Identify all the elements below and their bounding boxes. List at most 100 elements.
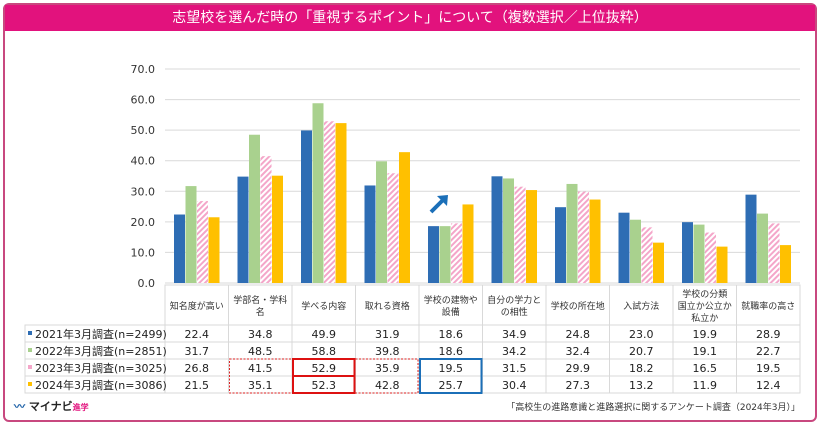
table-cell: 24.8 [566,328,591,341]
table-cell: 18.6 [439,345,464,358]
y-tick-label: 60.0 [131,94,156,107]
table-cell: 22.7 [756,345,781,358]
bar [618,212,630,283]
table-cell: 26.8 [185,362,210,375]
table-cell: 23.0 [629,328,654,341]
highlight-box-blue [419,358,483,394]
bar [578,191,589,283]
bar [716,246,728,283]
bar [324,121,335,283]
bar [376,161,387,283]
table-cell: 34.2 [502,345,527,358]
bar [693,224,705,283]
table-cell: 31.9 [375,328,400,341]
legend-swatch [28,365,32,369]
bar [197,201,208,283]
table-cell: 49.9 [312,328,337,341]
table-cell: 35.1 [248,379,273,392]
table-cell: 58.8 [312,345,337,358]
table-cell: 31.7 [185,345,210,358]
bar [768,223,780,283]
bar [705,232,716,283]
category-label: 取れる資格 [365,300,410,312]
table-cell: 39.8 [375,345,400,358]
table-cell: 31.5 [502,362,527,375]
table-cell: 18.6 [439,328,464,341]
table-cell: 42.8 [375,379,400,392]
bar [335,123,347,284]
mynavi-logo: 〰 マイナビ進学 [14,400,89,413]
table-cell: 27.3 [566,379,591,392]
highlight-box [292,375,356,394]
category-label: 名 [256,306,265,318]
table-cell: 19.5 [756,362,781,375]
table-cell: 20.7 [629,345,654,358]
table-cell: 11.9 [693,379,718,392]
category-label: 私立か [691,312,718,324]
category-label: 設備 [442,306,460,318]
y-tick-label: 50.0 [131,124,156,137]
y-tick-label: 70.0 [131,63,156,76]
category-label: 就職率の高さ [741,300,795,312]
table-cell: 22.4 [185,328,210,341]
bar [364,185,376,283]
bar [260,156,272,283]
arrow-up-right-icon [429,195,448,214]
category-label: 学校の所在地 [551,300,605,312]
bar [451,223,462,283]
table-cell: 19.1 [693,345,718,358]
table-cell: 34.8 [248,328,273,341]
bar [491,176,503,283]
table-cell: 41.5 [248,362,273,375]
bar [462,204,474,283]
source-note: 「高校生の進路意識と進路選択に関するアンケート調査（2024年3月）」 [506,403,800,413]
table-cell: 52.9 [312,362,337,375]
chart-title: 志望校を選んだ時の「重視するポイント」について（複数選択／上位抜粋） [5,5,815,31]
table-cell: 12.4 [756,379,781,392]
bar [428,226,439,283]
table-cell: 25.7 [439,379,464,392]
table-cell: 21.5 [185,379,210,392]
bar [682,222,693,283]
bar [439,226,451,283]
chart-frame [3,3,817,422]
bar [566,183,578,283]
legend-label: 2023年3月調査(n=3025) [35,361,167,375]
bar [174,214,185,283]
legend-label: 2022年3月調査(n=2851) [35,344,167,358]
category-label: 学校の分類 [682,288,727,300]
legend-swatch [28,382,32,386]
y-tick-label: 40.0 [131,155,156,168]
table-cell: 48.5 [248,345,273,358]
bar [503,178,514,283]
bar [272,175,283,283]
y-tick-label: 20.0 [131,216,156,229]
table-cell: 18.2 [629,362,654,375]
category-label: 学部名・学科 [233,294,287,306]
category-label: の相性 [501,306,528,318]
bar [745,194,757,283]
table-cell: 35.9 [375,362,400,375]
table-cell: 19.9 [693,328,718,341]
table-cell: 13.2 [629,379,654,392]
legend-label: 2021年3月調査(n=2499) [35,327,167,341]
category-label: 知名度が高い [170,300,224,312]
table-cell: 16.5 [693,362,718,375]
table-cell: 32.4 [566,345,591,358]
bar [312,103,324,284]
category-label: 学べる内容 [301,300,346,312]
y-tick-label: 30.0 [131,185,156,198]
bar [526,190,537,283]
bar [653,242,664,283]
table-cell: 28.9 [756,328,781,341]
bar [630,219,641,283]
legend-label: 2024年3月調査(n=3086) [35,378,167,392]
bar [237,176,249,283]
bar [780,245,791,283]
bar [249,134,260,283]
bar [399,152,410,283]
table-cell: 19.5 [439,362,464,375]
legend-swatch [28,331,32,335]
y-tick-label: 10.0 [131,246,156,259]
